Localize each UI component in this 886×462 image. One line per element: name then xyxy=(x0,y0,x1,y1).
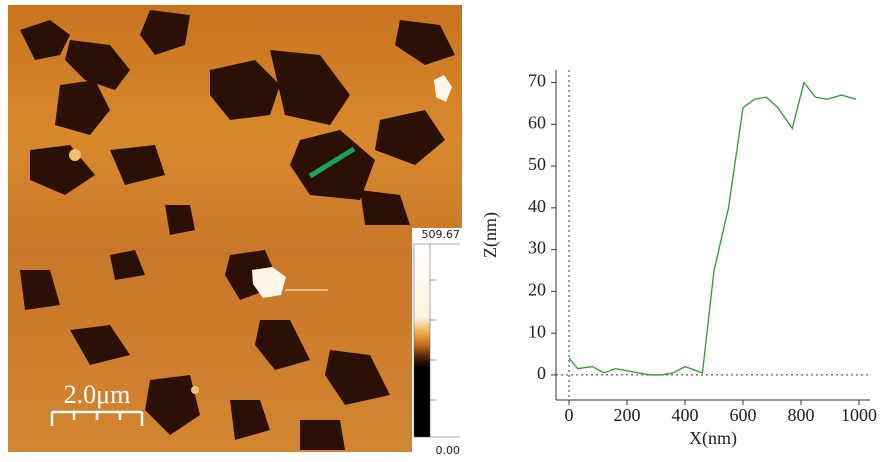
y-tick-label: 20 xyxy=(528,280,546,300)
x-tick-label: 600 xyxy=(730,405,757,425)
y-tick-label: 30 xyxy=(528,238,546,258)
colorbar-max: 509.67 xyxy=(422,228,461,241)
x-tick-label: 800 xyxy=(787,405,814,425)
x-tick-label: 1000 xyxy=(841,405,877,425)
x-tick-label: 400 xyxy=(672,405,699,425)
x-tick-label: 200 xyxy=(614,405,641,425)
profile-line xyxy=(568,81,857,376)
y-tick-label: 10 xyxy=(528,321,546,341)
y-tick-label: 40 xyxy=(528,196,546,216)
y-tick-label: 70 xyxy=(528,71,546,91)
x-tick-label: 0 xyxy=(565,405,574,425)
y-axis-label: Z(nm) xyxy=(480,212,501,258)
scale-bar-label: 2.0μm xyxy=(64,380,131,409)
y-tick-label: 0 xyxy=(537,363,546,383)
afm-image: 509.67 0.00 2.0μm xyxy=(8,5,462,457)
y-tick-label: 60 xyxy=(528,112,546,132)
profile-chart: 0 200 400 600 800 1000 0 10 20 30 40 50 60 70 X(nm) Z(n… xyxy=(480,70,877,449)
y-tick-label: 50 xyxy=(528,154,546,174)
colorbar-min: 0.00 xyxy=(436,444,461,457)
x-axis-label: X(nm) xyxy=(689,428,737,449)
